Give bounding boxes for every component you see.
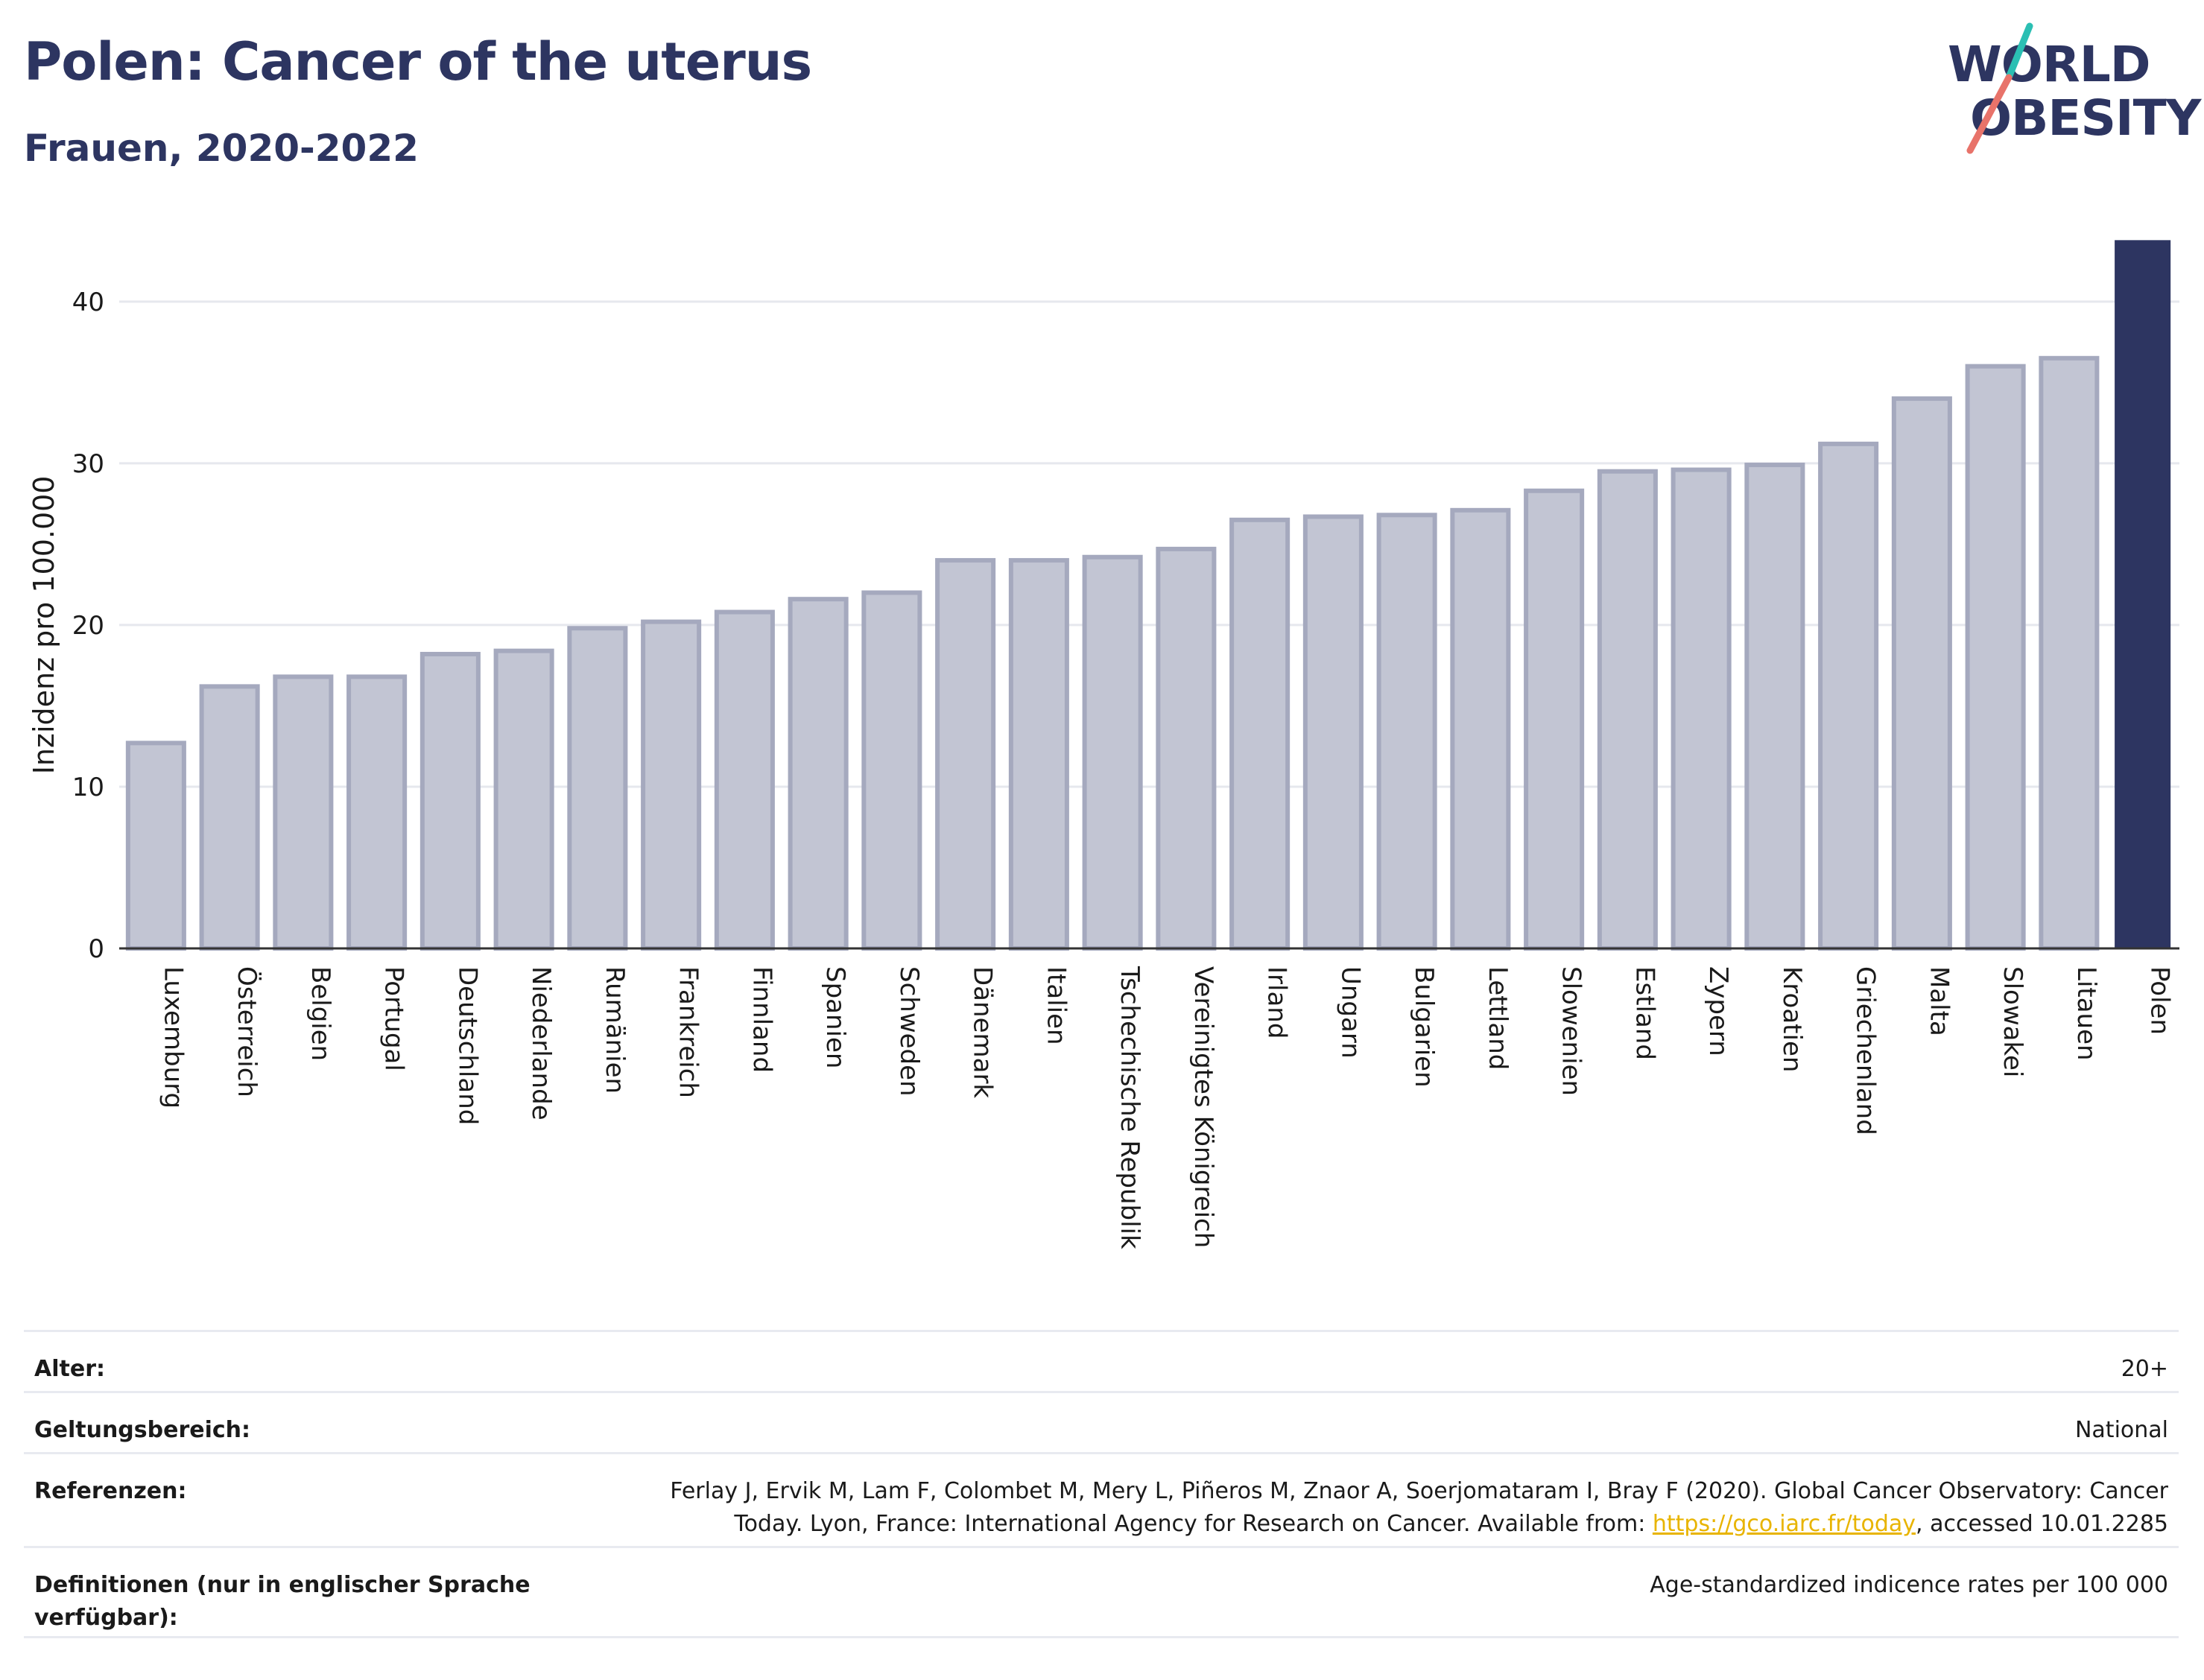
bar-estland[interactable] (1597, 469, 1658, 951)
meta-label-references: Referenzen: (34, 1478, 187, 1504)
x-tick-label: Finnland (747, 966, 776, 1073)
x-tick-label: Frankreich (674, 966, 703, 1098)
meta-row-definitions: Definitionen (nur in englischer Sprache … (24, 1546, 2179, 1638)
x-tick-label: Irland (1262, 966, 1292, 1039)
bar-vereinigtes-königreich[interactable] (1156, 546, 1217, 951)
y-tick-label: 20 (72, 611, 104, 641)
bar-kroatien[interactable] (1744, 463, 1805, 951)
meta-label-definitions: Definitionen (nur in englischer Sprache … (34, 1572, 531, 1631)
y-tick-label: 0 (88, 934, 104, 964)
bar-luxemburg[interactable] (125, 741, 186, 951)
bar-zypern[interactable] (1671, 467, 1732, 951)
bar-slowakei[interactable] (1965, 364, 2026, 951)
x-tick-label: Deutschland (452, 966, 482, 1125)
bar-österreich[interactable] (199, 684, 260, 951)
bar-irland[interactable] (1229, 517, 1291, 951)
reference-text-accessed: , accessed 10.01.2285 (1916, 1510, 2168, 1537)
y-tick-label: 10 (72, 773, 104, 802)
x-tick-label: Spanien (820, 966, 850, 1068)
bar-griechenland[interactable] (1818, 441, 1879, 951)
world-obesity-logo[interactable]: WORLD OBESITY (1937, 22, 2201, 164)
x-tick-label: Schweden (894, 966, 924, 1097)
y-axis-label: Inzidenz pro 100.000 (28, 476, 60, 775)
x-tick-label: Belgien (305, 966, 335, 1061)
meta-row-age: Alter: 20+ (24, 1330, 2179, 1391)
x-tick-label: Tschechische Republik (1115, 966, 1144, 1249)
bar-italien[interactable] (1008, 558, 1069, 951)
x-tick-label: Portugal (379, 966, 409, 1071)
meta-label-scope: Geltungsbereich: (34, 1417, 251, 1443)
chart-subtitle: Frauen, 2020-2022 (24, 127, 419, 170)
bar-litauen[interactable] (2039, 355, 2100, 951)
bar-portugal[interactable] (346, 674, 408, 951)
bar-schweden[interactable] (861, 590, 922, 951)
meta-row-references: Referenzen: Ferlay J, Ervik M, Lam F, Co… (24, 1452, 2179, 1546)
meta-label-age: Alter: (34, 1356, 105, 1382)
bar-deutschland[interactable] (419, 651, 481, 951)
reference-text-line-2: Today. Lyon, France: International Agenc… (734, 1510, 1653, 1537)
x-tick-label: Polen (2145, 966, 2175, 1035)
logo-line-1: WORLD (1948, 36, 2151, 93)
x-tick-label: Bulgarien (1409, 966, 1439, 1088)
meta-value-definitions: Age-standardized indicence rates per 100… (1650, 1572, 2168, 1598)
chart-title: Polen: Cancer of the uterus (24, 31, 812, 92)
x-tick-label: Estland (1630, 966, 1659, 1060)
bar-lettland[interactable] (1450, 507, 1511, 951)
logo-line-2: OBESITY (1970, 89, 2201, 147)
meta-row-scope: Geltungsbereich: National (24, 1391, 2179, 1452)
logo-slash-icon (1966, 22, 2033, 154)
x-tick-label: Litauen (2071, 966, 2101, 1061)
bar-malta[interactable] (1891, 396, 1952, 951)
bar-dänemark[interactable] (935, 558, 996, 951)
x-tick-label: Rumänien (600, 966, 630, 1094)
x-tick-label: Malta (1924, 966, 1954, 1036)
x-tick-label: Zypern (1703, 966, 1733, 1056)
bar-ungarn[interactable] (1302, 514, 1364, 951)
x-tick-label: Lettland (1483, 966, 1513, 1070)
bar-chart: 0 10 20 30 40 Inzidenz pro 100.000 Luxemburg Ös… (28, 240, 2179, 1249)
meta-value-scope: National (2074, 1417, 2168, 1443)
bar-finnland[interactable] (714, 609, 775, 951)
meta-value-references: Ferlay J, Ervik M, Lam F, Colombet M, Me… (571, 1475, 2168, 1540)
bar-tschechische-republik[interactable] (1082, 554, 1143, 951)
x-tick-label: Vereinigtes Königreich (1188, 966, 1218, 1248)
bar-bulgarien[interactable] (1376, 513, 1437, 951)
x-tick-label: Österreich (232, 966, 262, 1097)
x-tick-label: Niederlande (526, 966, 556, 1120)
bar-frankreich[interactable] (641, 619, 702, 951)
bar-belgien[interactable] (273, 674, 334, 951)
bar-niederlande[interactable] (493, 648, 554, 951)
bar-slowenien[interactable] (1524, 488, 1585, 951)
bar-rumänien[interactable] (567, 626, 628, 951)
bar-spanien[interactable] (788, 597, 849, 951)
reference-text-line-1: Ferlay J, Ervik M, Lam F, Colombet M, Me… (670, 1478, 2168, 1504)
metadata-table: Alter: 20+ Geltungsbereich: National Ref… (24, 1330, 2179, 1638)
x-tick-label: Italien (1041, 966, 1071, 1045)
bar-polen[interactable] (2115, 240, 2171, 948)
x-tick-label: Luxemburg (158, 966, 188, 1109)
reference-link[interactable]: https://gco.iarc.fr/today (1652, 1510, 1916, 1537)
x-tick-label: Dänemark (968, 966, 998, 1098)
y-tick-label: 30 (72, 449, 104, 479)
y-tick-label: 40 (72, 288, 104, 317)
x-tick-label: Kroatien (1777, 966, 1807, 1072)
x-tick-label: Griechenland (1851, 966, 1881, 1135)
x-tick-label: Slowenien (1557, 966, 1586, 1096)
x-tick-label: Slowakei (1998, 966, 2027, 1077)
x-tick-label: Ungarn (1335, 966, 1365, 1059)
meta-value-age: 20+ (2121, 1356, 2168, 1382)
